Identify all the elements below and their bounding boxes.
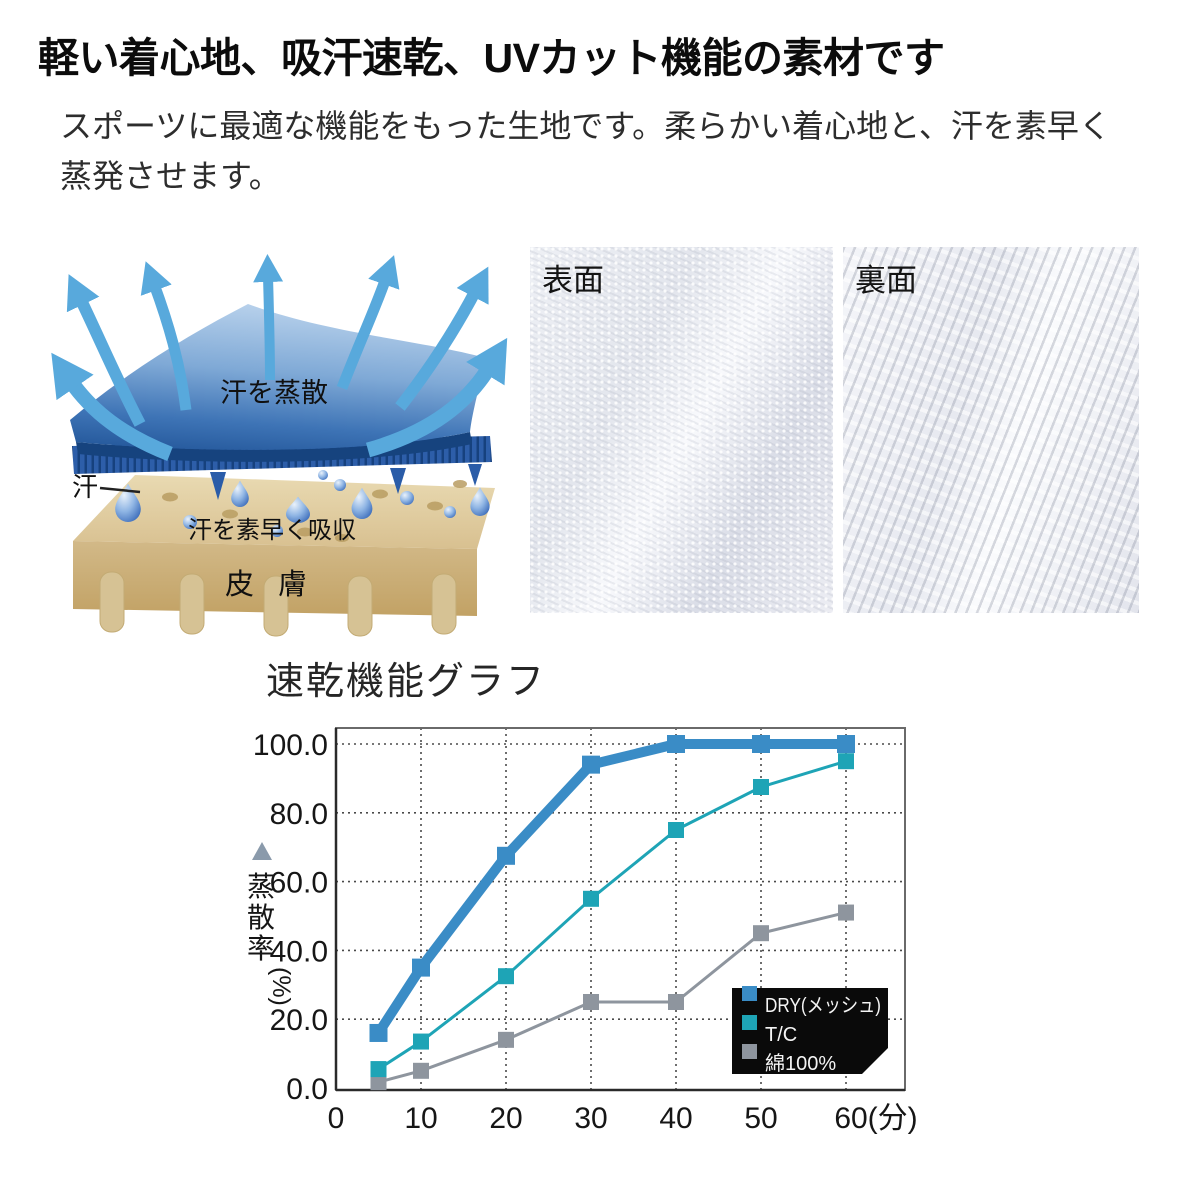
svg-text:30: 30	[574, 1102, 607, 1135]
svg-text:60(分): 60(分)	[834, 1102, 917, 1135]
data-point-marker	[837, 735, 855, 753]
legend-label: 綿100%	[765, 1052, 836, 1075]
svg-text:80.0: 80.0	[270, 798, 328, 831]
legend-label: DRY(メッシュ)	[765, 995, 881, 1017]
svg-text:40: 40	[659, 1102, 692, 1135]
svg-text:20: 20	[489, 1102, 522, 1135]
data-point-marker	[667, 735, 685, 753]
photo-label-back: 裏面	[855, 263, 917, 298]
svg-text:10: 10	[404, 1102, 437, 1135]
data-point-marker	[753, 925, 769, 942]
svg-text:0.0: 0.0	[286, 1073, 328, 1106]
data-point-marker	[583, 994, 599, 1010]
data-point-marker	[412, 958, 430, 977]
data-point-marker	[498, 1031, 514, 1048]
data-point-marker	[668, 822, 684, 838]
svg-text:20.0: 20.0	[270, 1004, 328, 1037]
data-point-marker	[369, 1023, 388, 1042]
fabric-photo-back: 裏面	[843, 247, 1139, 613]
chart-title: 速乾機能グラフ	[266, 661, 547, 703]
legend-swatch	[742, 1015, 757, 1030]
data-point-marker	[497, 846, 515, 865]
fabric-photo-front: 表面	[530, 247, 833, 613]
legend-label: T/C	[765, 1024, 797, 1046]
sweat-droplets	[115, 470, 490, 537]
data-point-marker	[838, 904, 854, 921]
skin-block	[73, 475, 495, 637]
series-DRY(メッシュ)	[369, 735, 855, 1042]
legend-swatch	[742, 1044, 757, 1059]
diagram-label-sweat: 汗	[72, 472, 98, 502]
diagram-label-absorb: 汗を素早く吸収	[188, 517, 356, 544]
quick-dry-line-chart: 0.0 20.0 40.0 60.0 80.0 100.0 0 10 20 30 40 50 60(分)…	[247, 727, 918, 1135]
svg-text:率: 率	[247, 933, 275, 964]
data-point-marker	[413, 1062, 429, 1079]
data-point-marker	[752, 735, 770, 753]
skin-pores	[162, 480, 467, 542]
chart-legend: DRY(メッシュ) T/C 綿100%	[732, 986, 888, 1075]
fringe-drips	[210, 464, 482, 500]
data-point-marker	[413, 1033, 429, 1050]
data-point-marker	[583, 890, 599, 907]
y-axis-title: 蒸散率 (%)	[247, 871, 295, 1006]
y-axis-triangle-icon	[252, 842, 272, 860]
series-T/C	[370, 753, 854, 1078]
diagram-label-skin: 皮 膚	[225, 568, 315, 601]
page-title: 軽い着心地、吸汗速乾、UVカット機能の素材です	[38, 35, 945, 81]
data-point-marker	[370, 1074, 387, 1091]
data-point-marker	[668, 994, 684, 1010]
svg-text:0: 0	[328, 1102, 345, 1135]
data-point-marker	[498, 968, 514, 985]
svg-text:60.0: 60.0	[270, 867, 328, 900]
legend-swatch	[742, 986, 757, 1001]
series-綿100%	[370, 904, 854, 1091]
fabric-sheet	[70, 304, 486, 450]
photo-label-front: 表面	[542, 263, 604, 298]
skin-pegs	[99, 571, 457, 637]
svg-text:50: 50	[744, 1102, 777, 1135]
evaporation-arrows	[51, 254, 508, 461]
data-point-marker	[838, 753, 854, 770]
sweat-pointer-line	[99, 486, 141, 494]
data-point-marker	[370, 1061, 387, 1078]
svg-text:100.0: 100.0	[253, 729, 328, 762]
skin-top-face	[73, 475, 495, 549]
moisture-wicking-diagram: 汗を蒸散 汗 汗を素早く吸収 皮 膚	[51, 254, 508, 637]
data-point-marker	[753, 779, 769, 795]
page-description: スポーツに最適な機能をもった生地です。柔らかい着心地と、汗を素早く蒸発させます。	[60, 108, 1111, 194]
data-point-marker	[582, 755, 600, 774]
svg-text:40.0: 40.0	[270, 935, 328, 968]
svg-text:(%): (%)	[267, 967, 295, 1006]
diagram-label-evaporate: 汗を蒸散	[220, 378, 328, 408]
svg-text:散: 散	[247, 902, 275, 933]
svg-text:蒸: 蒸	[247, 871, 275, 902]
